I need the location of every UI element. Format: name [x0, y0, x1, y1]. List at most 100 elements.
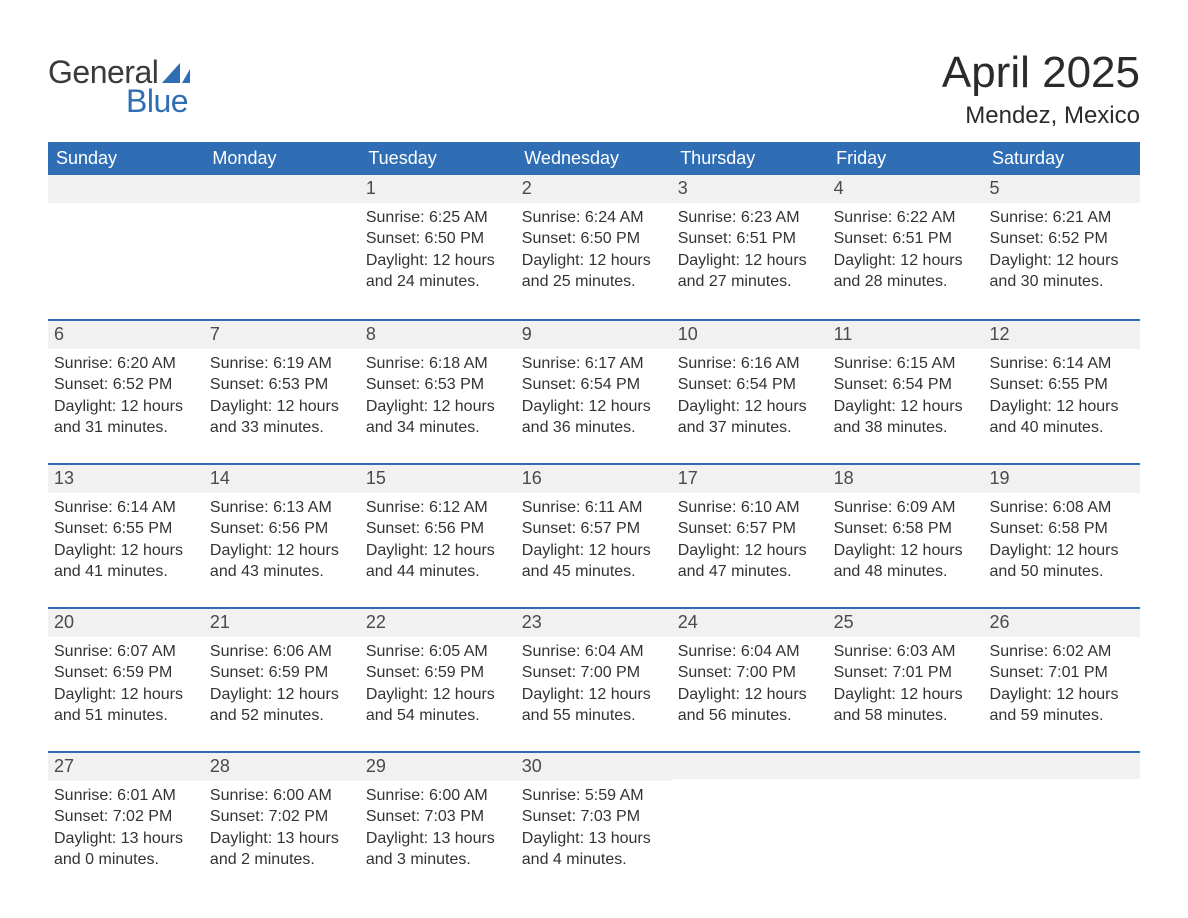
day-number: 25 [828, 607, 984, 636]
calendar-day-cell: 6Sunrise: 6:20 AMSunset: 6:52 PMDaylight… [48, 319, 204, 463]
calendar-day-cell: 17Sunrise: 6:10 AMSunset: 6:57 PMDayligh… [672, 463, 828, 607]
day-number: 18 [828, 463, 984, 492]
day-body: Sunrise: 6:08 AMSunset: 6:58 PMDaylight:… [984, 493, 1140, 593]
calendar-day-cell [828, 751, 984, 895]
day-number: 24 [672, 607, 828, 636]
day-body: Sunrise: 6:22 AMSunset: 6:51 PMDaylight:… [828, 203, 984, 303]
weekday-header: Monday [204, 142, 360, 175]
day-number: 26 [984, 607, 1140, 636]
calendar-day-cell: 30Sunrise: 5:59 AMSunset: 7:03 PMDayligh… [516, 751, 672, 895]
calendar-day-cell: 23Sunrise: 6:04 AMSunset: 7:00 PMDayligh… [516, 607, 672, 751]
day-number: 3 [672, 175, 828, 202]
calendar-day-cell: 29Sunrise: 6:00 AMSunset: 7:03 PMDayligh… [360, 751, 516, 895]
day-body: Sunrise: 6:12 AMSunset: 6:56 PMDaylight:… [360, 493, 516, 593]
calendar-body: 1Sunrise: 6:25 AMSunset: 6:50 PMDaylight… [48, 175, 1140, 895]
day-number: 16 [516, 463, 672, 492]
day-number: 13 [48, 463, 204, 492]
calendar-day-cell: 20Sunrise: 6:07 AMSunset: 6:59 PMDayligh… [48, 607, 204, 751]
weekday-header: Thursday [672, 142, 828, 175]
day-number-empty [984, 751, 1140, 779]
day-number-empty [204, 175, 360, 203]
day-number-empty [828, 751, 984, 779]
weekday-header: Friday [828, 142, 984, 175]
day-body: Sunrise: 6:19 AMSunset: 6:53 PMDaylight:… [204, 349, 360, 449]
day-number: 20 [48, 607, 204, 636]
day-number: 23 [516, 607, 672, 636]
day-number: 15 [360, 463, 516, 492]
day-body: Sunrise: 6:05 AMSunset: 6:59 PMDaylight:… [360, 637, 516, 737]
calendar-day-cell: 4Sunrise: 6:22 AMSunset: 6:51 PMDaylight… [828, 175, 984, 319]
calendar-day-cell: 12Sunrise: 6:14 AMSunset: 6:55 PMDayligh… [984, 319, 1140, 463]
calendar-day-cell: 19Sunrise: 6:08 AMSunset: 6:58 PMDayligh… [984, 463, 1140, 607]
calendar-day-cell: 21Sunrise: 6:06 AMSunset: 6:59 PMDayligh… [204, 607, 360, 751]
day-body: Sunrise: 6:17 AMSunset: 6:54 PMDaylight:… [516, 349, 672, 449]
day-number: 14 [204, 463, 360, 492]
month-title: April 2025 [942, 50, 1140, 96]
day-body: Sunrise: 6:00 AMSunset: 7:02 PMDaylight:… [204, 781, 360, 881]
day-number: 12 [984, 319, 1140, 348]
day-body: Sunrise: 6:07 AMSunset: 6:59 PMDaylight:… [48, 637, 204, 737]
calendar-day-cell: 24Sunrise: 6:04 AMSunset: 7:00 PMDayligh… [672, 607, 828, 751]
day-body-empty [828, 779, 984, 875]
day-number: 19 [984, 463, 1140, 492]
day-body: Sunrise: 6:13 AMSunset: 6:56 PMDaylight:… [204, 493, 360, 593]
calendar-week: 6Sunrise: 6:20 AMSunset: 6:52 PMDaylight… [48, 319, 1140, 463]
calendar-day-cell [48, 175, 204, 319]
day-body: Sunrise: 6:11 AMSunset: 6:57 PMDaylight:… [516, 493, 672, 593]
day-body: Sunrise: 6:25 AMSunset: 6:50 PMDaylight:… [360, 203, 516, 303]
day-number: 5 [984, 175, 1140, 202]
brand-word-blue: Blue [126, 83, 188, 120]
calendar-day-cell: 7Sunrise: 6:19 AMSunset: 6:53 PMDaylight… [204, 319, 360, 463]
calendar-day-cell: 25Sunrise: 6:03 AMSunset: 7:01 PMDayligh… [828, 607, 984, 751]
day-number: 30 [516, 751, 672, 780]
calendar-week: 20Sunrise: 6:07 AMSunset: 6:59 PMDayligh… [48, 607, 1140, 751]
calendar-day-cell: 1Sunrise: 6:25 AMSunset: 6:50 PMDaylight… [360, 175, 516, 319]
calendar-day-cell: 28Sunrise: 6:00 AMSunset: 7:02 PMDayligh… [204, 751, 360, 895]
day-number: 21 [204, 607, 360, 636]
day-number: 10 [672, 319, 828, 348]
day-number: 9 [516, 319, 672, 348]
calendar-day-cell: 22Sunrise: 6:05 AMSunset: 6:59 PMDayligh… [360, 607, 516, 751]
calendar-day-cell: 16Sunrise: 6:11 AMSunset: 6:57 PMDayligh… [516, 463, 672, 607]
calendar-day-cell: 10Sunrise: 6:16 AMSunset: 6:54 PMDayligh… [672, 319, 828, 463]
title-block: April 2025 Mendez, Mexico [942, 50, 1140, 130]
day-body: Sunrise: 6:02 AMSunset: 7:01 PMDaylight:… [984, 637, 1140, 737]
calendar-week: 27Sunrise: 6:01 AMSunset: 7:02 PMDayligh… [48, 751, 1140, 895]
day-body: Sunrise: 5:59 AMSunset: 7:03 PMDaylight:… [516, 781, 672, 881]
calendar-day-cell: 14Sunrise: 6:13 AMSunset: 6:56 PMDayligh… [204, 463, 360, 607]
day-body: Sunrise: 6:06 AMSunset: 6:59 PMDaylight:… [204, 637, 360, 737]
calendar-day-cell: 2Sunrise: 6:24 AMSunset: 6:50 PMDaylight… [516, 175, 672, 319]
calendar-day-cell: 11Sunrise: 6:15 AMSunset: 6:54 PMDayligh… [828, 319, 984, 463]
brand-logo: General Blue [48, 50, 190, 120]
calendar-day-cell: 27Sunrise: 6:01 AMSunset: 7:02 PMDayligh… [48, 751, 204, 895]
day-body: Sunrise: 6:16 AMSunset: 6:54 PMDaylight:… [672, 349, 828, 449]
day-body: Sunrise: 6:03 AMSunset: 7:01 PMDaylight:… [828, 637, 984, 737]
day-number-empty [48, 175, 204, 203]
calendar-day-cell [204, 175, 360, 319]
page-header: General Blue April 2025 Mendez, Mexico [48, 50, 1140, 130]
day-body: Sunrise: 6:24 AMSunset: 6:50 PMDaylight:… [516, 203, 672, 303]
calendar-day-cell: 5Sunrise: 6:21 AMSunset: 6:52 PMDaylight… [984, 175, 1140, 319]
calendar-day-cell: 3Sunrise: 6:23 AMSunset: 6:51 PMDaylight… [672, 175, 828, 319]
day-number: 17 [672, 463, 828, 492]
calendar-day-cell: 8Sunrise: 6:18 AMSunset: 6:53 PMDaylight… [360, 319, 516, 463]
weekday-header: Wednesday [516, 142, 672, 175]
calendar-page: General Blue April 2025 Mendez, Mexico S… [0, 0, 1188, 918]
day-body: Sunrise: 6:14 AMSunset: 6:55 PMDaylight:… [984, 349, 1140, 449]
day-body: Sunrise: 6:10 AMSunset: 6:57 PMDaylight:… [672, 493, 828, 593]
day-body-empty [204, 203, 360, 299]
calendar-day-cell [672, 751, 828, 895]
day-number-empty [672, 751, 828, 779]
day-number: 2 [516, 175, 672, 202]
weekday-header: Saturday [984, 142, 1140, 175]
weekday-header: Tuesday [360, 142, 516, 175]
day-body: Sunrise: 6:09 AMSunset: 6:58 PMDaylight:… [828, 493, 984, 593]
day-number: 22 [360, 607, 516, 636]
day-number: 7 [204, 319, 360, 348]
calendar-day-cell: 9Sunrise: 6:17 AMSunset: 6:54 PMDaylight… [516, 319, 672, 463]
day-number: 6 [48, 319, 204, 348]
day-body: Sunrise: 6:04 AMSunset: 7:00 PMDaylight:… [672, 637, 828, 737]
day-number: 8 [360, 319, 516, 348]
day-body: Sunrise: 6:01 AMSunset: 7:02 PMDaylight:… [48, 781, 204, 881]
day-body: Sunrise: 6:04 AMSunset: 7:00 PMDaylight:… [516, 637, 672, 737]
